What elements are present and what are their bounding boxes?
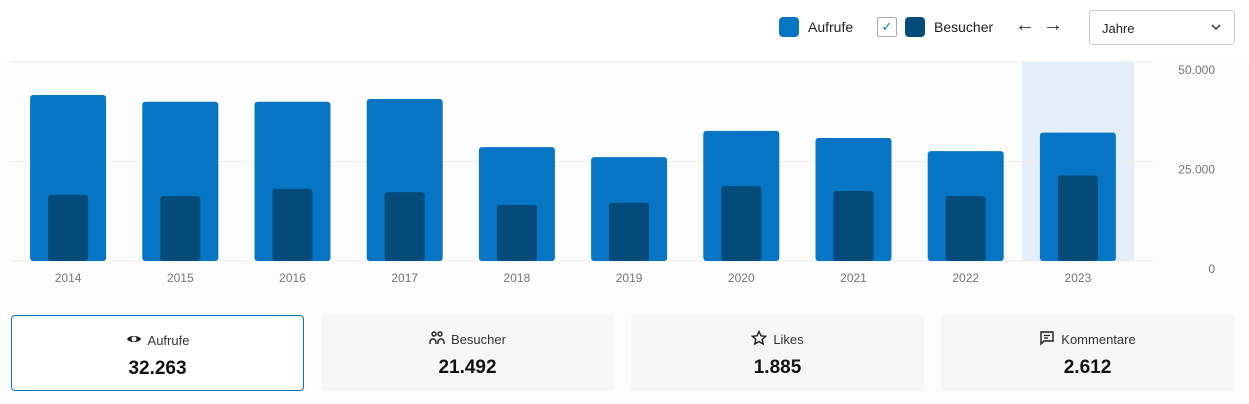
x-tick-label: 2019 bbox=[616, 271, 643, 285]
stat-card-label-row: Besucher bbox=[321, 330, 614, 349]
stat-card-besucher[interactable]: Besucher 21.492 bbox=[321, 315, 614, 391]
stat-value: 1.885 bbox=[753, 357, 802, 378]
stat-card-aufrufe[interactable]: Aufrufe 32.263 bbox=[11, 315, 304, 391]
x-tick-label: 2022 bbox=[952, 271, 979, 285]
arrow-right-icon[interactable]: → bbox=[1043, 14, 1063, 36]
bar-besucher-2020 bbox=[721, 186, 762, 261]
bar-besucher-2015 bbox=[160, 196, 201, 261]
x-tick-label: 2014 bbox=[55, 271, 82, 285]
x-tick-label: 2020 bbox=[728, 271, 755, 285]
chart: 0 25.000 50.000 2014 2015 2016 2017 2018 2019 202… bbox=[12, 61, 1215, 285]
x-tick-label: 2017 bbox=[391, 271, 418, 285]
bar-besucher-2018 bbox=[496, 204, 537, 261]
star-icon bbox=[751, 329, 768, 349]
stat-value: 2.612 bbox=[1063, 357, 1112, 378]
y-tick-label: 0 bbox=[1208, 262, 1215, 276]
stat-value: 32.263 bbox=[128, 358, 187, 379]
besucher-swatch bbox=[905, 17, 925, 37]
legend-aufrufe: Aufrufe bbox=[779, 17, 853, 37]
stat-label: Likes bbox=[773, 332, 804, 347]
aufrufe-swatch bbox=[779, 17, 799, 37]
x-tick-label: 2015 bbox=[167, 271, 194, 285]
bar-besucher-2023 bbox=[1057, 175, 1098, 261]
stat-label: Besucher bbox=[451, 332, 506, 347]
bar-besucher-2016 bbox=[272, 188, 313, 261]
y-tick-label: 50.000 bbox=[1178, 63, 1215, 77]
chart-controls bbox=[0, 0, 1249, 60]
besucher-checkbox[interactable]: ✓ bbox=[877, 17, 897, 37]
people-icon bbox=[429, 330, 445, 349]
stat-label: Kommentare bbox=[1061, 332, 1136, 347]
legend-besucher[interactable]: ✓ Besucher bbox=[877, 17, 993, 37]
bar-besucher-2019 bbox=[609, 202, 650, 261]
period-select-value: Jahre bbox=[1102, 21, 1135, 36]
eye-icon bbox=[126, 331, 142, 350]
x-tick-label: 2018 bbox=[504, 271, 531, 285]
chevron-down-icon bbox=[1210, 21, 1222, 34]
legend-label: Aufrufe bbox=[808, 19, 854, 35]
bar-besucher-2017 bbox=[384, 192, 425, 261]
arrow-left-icon[interactable]: ← bbox=[1015, 14, 1035, 36]
comment-icon bbox=[1039, 330, 1055, 349]
stat-value: 21.492 bbox=[438, 357, 497, 378]
stat-card-label-row: Aufrufe bbox=[12, 331, 303, 350]
x-tick-label: 2021 bbox=[840, 271, 867, 285]
bar-besucher-2021 bbox=[833, 190, 874, 261]
y-tick-label: 25.000 bbox=[1178, 163, 1215, 177]
x-tick-label: 2023 bbox=[1065, 271, 1092, 285]
stat-card-likes[interactable]: Likes 1.885 bbox=[631, 315, 924, 391]
bar-besucher-2022 bbox=[945, 196, 986, 261]
stat-card-label-row: Kommentare bbox=[941, 330, 1234, 349]
stat-label: Aufrufe bbox=[147, 333, 190, 348]
x-tick-label: 2016 bbox=[279, 271, 306, 285]
stat-card-kommentare[interactable]: Kommentare 2.612 bbox=[941, 315, 1234, 391]
legend-label: Besucher bbox=[934, 19, 994, 35]
bar-besucher-2014 bbox=[48, 194, 89, 261]
stat-card-label-row: Likes bbox=[631, 329, 924, 349]
period-select[interactable]: Jahre bbox=[1089, 10, 1235, 45]
